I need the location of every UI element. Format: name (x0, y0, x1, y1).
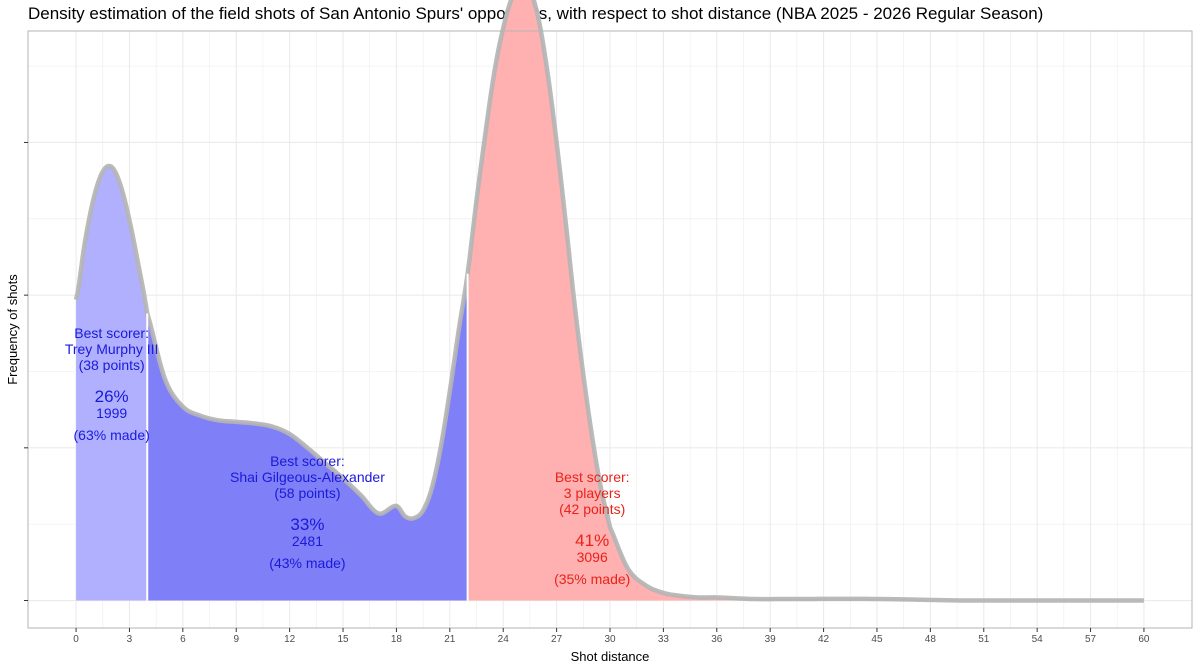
x-tick-label: 57 (1085, 634, 1097, 645)
x-tick-label: 12 (284, 634, 296, 645)
segment-made-percentage: (43% made) (269, 555, 345, 571)
best-scorer-line: (42 points) (559, 501, 625, 517)
segment-shot-count: 1999 (96, 405, 127, 421)
y-axis-title: Frequency of shots (5, 274, 20, 385)
x-tick-label: 18 (391, 634, 403, 645)
x-axis-title: Shot distance (571, 649, 650, 664)
best-scorer-line: 3 players (564, 485, 621, 501)
x-tick-label: 24 (498, 634, 510, 645)
x-tick-label: 15 (337, 634, 349, 645)
density-curve (73, 0, 1145, 603)
x-tick-label: 30 (604, 634, 616, 645)
x-tick-label: 3 (127, 634, 133, 645)
segment-percentage: 33% (290, 515, 324, 534)
best-scorer-line: Trey Murphy III (65, 341, 159, 357)
density-area-segment-3 (467, 0, 1144, 601)
segment-percentage: 26% (95, 387, 129, 406)
density-areas (76, 0, 1144, 601)
best-scorer-heading: Best scorer: (555, 469, 630, 485)
segment-made-percentage: (63% made) (74, 427, 150, 443)
segment-made-percentage: (35% made) (554, 571, 630, 587)
x-tick-label: 21 (444, 634, 456, 645)
density-curve-group (73, 0, 1145, 603)
x-tick-label: 42 (818, 634, 830, 645)
x-tick-label: 27 (551, 634, 563, 645)
x-tick-label: 9 (233, 634, 239, 645)
density-area-segment-2 (147, 273, 468, 601)
x-tick-label: 48 (925, 634, 937, 645)
segment-shot-count: 3096 (577, 549, 608, 565)
x-tick-label: 33 (658, 634, 670, 645)
x-tick-label: 39 (765, 634, 777, 645)
x-tick-label: 6 (180, 634, 186, 645)
x-tick-label: 60 (1138, 634, 1150, 645)
best-scorer-heading: Best scorer: (74, 325, 149, 341)
segment-shot-count: 2481 (292, 533, 323, 549)
best-scorer-line: Shai Gilgeous-Alexander (230, 469, 385, 485)
segment-dividers (146, 273, 469, 601)
best-scorer-heading: Best scorer: (270, 453, 345, 469)
density-area-segment-1 (76, 165, 148, 601)
x-tick-label: 54 (1032, 634, 1044, 645)
best-scorer-line: (38 points) (79, 357, 145, 373)
best-scorer-line: (58 points) (274, 485, 340, 501)
x-tick-label: 51 (978, 634, 990, 645)
segment-annotations: Best scorer:Trey Murphy III(38 points)26… (65, 325, 630, 587)
segment-percentage: 41% (575, 531, 609, 550)
x-tick-label: 45 (871, 634, 883, 645)
axes: 0 3 6 9 12 15 18 21 24 27 30 33 36 39 42 45 48 51 54 57 60 (24, 141, 1150, 645)
x-tick-label: 36 (711, 634, 723, 645)
x-tick-label: 0 (73, 634, 79, 645)
